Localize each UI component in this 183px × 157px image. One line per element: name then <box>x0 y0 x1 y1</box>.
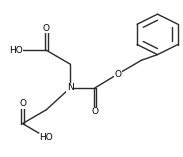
Text: O: O <box>19 99 26 108</box>
Text: O: O <box>114 70 121 78</box>
Text: O: O <box>92 107 98 116</box>
Text: O: O <box>43 24 50 33</box>
Text: HO: HO <box>9 46 23 55</box>
Text: N: N <box>67 83 74 92</box>
Text: HO: HO <box>40 133 53 142</box>
